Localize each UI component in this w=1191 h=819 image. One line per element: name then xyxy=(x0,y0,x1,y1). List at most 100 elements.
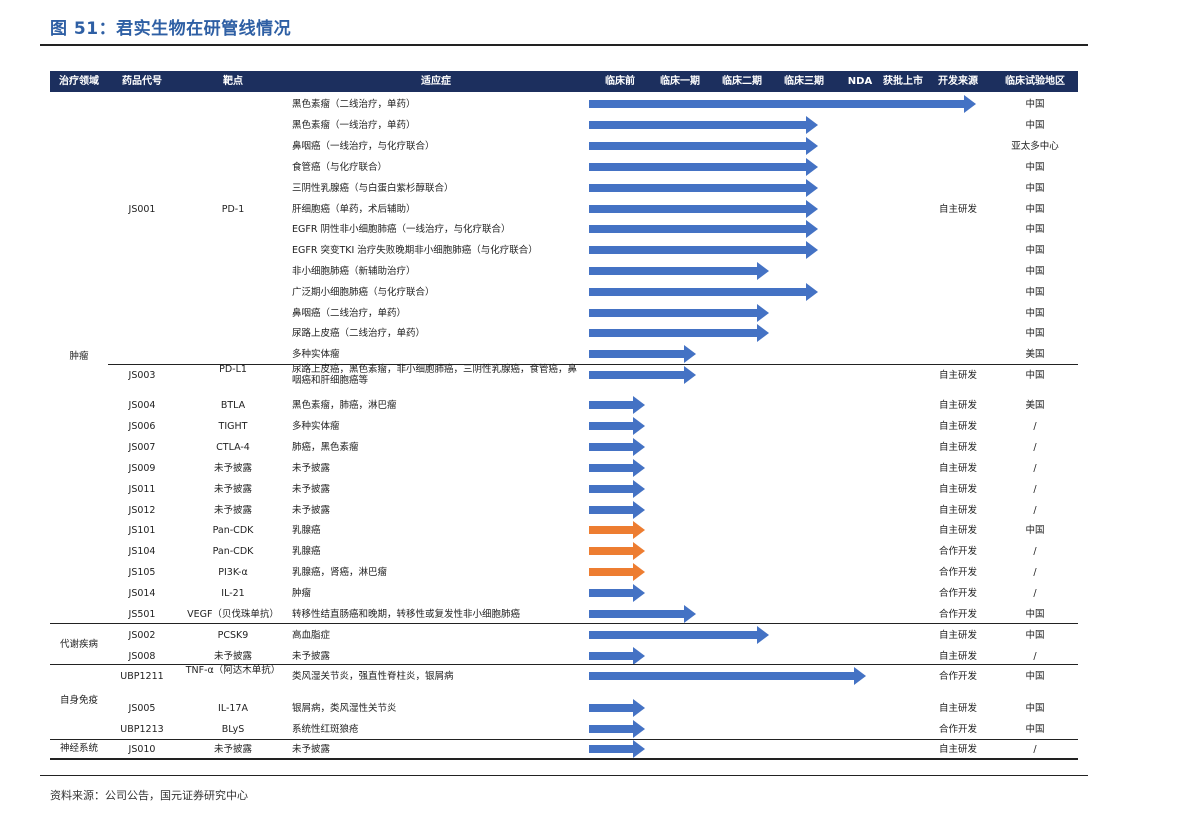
development-source: 自主研发 xyxy=(938,484,977,495)
arrow-shaft xyxy=(589,309,758,317)
trial-region: 中国 xyxy=(1025,703,1045,714)
trial-region: / xyxy=(1033,744,1037,755)
drug-code: JS010 xyxy=(128,744,156,755)
indication: 乳腺癌，肾癌，淋巴瘤 xyxy=(292,567,388,578)
stage-progress-arrow xyxy=(589,480,645,498)
arrow-shaft xyxy=(589,422,634,430)
footer-divider xyxy=(40,775,1088,776)
target-name: 未予披露 xyxy=(213,744,252,755)
stage-progress-arrow xyxy=(589,345,696,363)
indication: 未予披露 xyxy=(292,463,331,474)
trial-region: / xyxy=(1033,505,1037,516)
stage-progress-arrow xyxy=(589,262,769,280)
stage-progress-arrow xyxy=(589,667,866,685)
drug-code: JS014 xyxy=(128,588,156,599)
trial-region: / xyxy=(1033,484,1037,495)
header-preclinical: 临床前 xyxy=(605,76,635,87)
target-name: IL-21 xyxy=(221,588,245,599)
page-title: 图 51：君实生物在研管线情况 xyxy=(50,19,292,39)
arrow-shaft xyxy=(589,267,758,275)
indication: 肺癌，黑色素瘤 xyxy=(292,442,359,453)
development-source: 合作开发 xyxy=(938,567,977,578)
header-drug: 药品代号 xyxy=(122,76,162,87)
indication: 乳腺癌 xyxy=(292,546,321,557)
drug-code: JS006 xyxy=(128,421,156,432)
drug-code: JS105 xyxy=(128,567,156,578)
row-group-divider xyxy=(50,739,1078,740)
indication: EGFR 阴性非小细胞肺癌（一线治疗，与化疗联合） xyxy=(292,224,511,235)
arrow-head xyxy=(964,95,976,113)
row-group-divider xyxy=(50,758,1078,760)
row-group-divider xyxy=(50,623,1078,624)
arrow-head xyxy=(684,345,696,363)
trial-region: 中国 xyxy=(1025,224,1045,235)
arrow-head xyxy=(684,366,696,384)
arrow-head xyxy=(806,137,818,155)
arrow-head xyxy=(633,563,645,581)
drug-code: JS101 xyxy=(128,525,156,536)
stage-progress-arrow xyxy=(589,283,818,301)
stage-progress-arrow xyxy=(589,459,645,477)
header-phase1: 临床一期 xyxy=(660,76,700,87)
header-target: 靶点 xyxy=(223,76,243,87)
trial-region: / xyxy=(1033,463,1037,474)
trial-region: 美国 xyxy=(1025,349,1045,360)
drug-code: JS008 xyxy=(128,651,156,662)
trial-region: 中国 xyxy=(1025,204,1045,215)
trial-region: 中国 xyxy=(1025,162,1045,173)
header-nda: NDA xyxy=(847,76,873,87)
development-source: 自主研发 xyxy=(938,651,977,662)
indication: 类风湿关节炎，强直性脊柱炎，银屑病 xyxy=(292,671,454,682)
indication: 鼻咽癌（一线治疗，与化疗联合） xyxy=(292,141,435,152)
indication: 未予披露 xyxy=(292,651,331,662)
development-source: 合作开发 xyxy=(938,724,977,735)
header-phase2: 临床二期 xyxy=(722,76,762,87)
arrow-shaft xyxy=(589,652,634,660)
drug-code: JS104 xyxy=(128,546,156,557)
row-group-divider xyxy=(108,364,1078,365)
drug-code: JS012 xyxy=(128,505,156,516)
stage-progress-arrow xyxy=(589,200,818,218)
arrow-head xyxy=(633,501,645,519)
development-source: 自主研发 xyxy=(938,630,977,641)
drug-code: JS003 xyxy=(128,370,156,381)
trial-region: 中国 xyxy=(1025,308,1045,319)
target-name: BLyS xyxy=(221,724,245,735)
trial-region: 美国 xyxy=(1025,400,1045,411)
arrow-head xyxy=(757,262,769,280)
arrow-shaft xyxy=(589,672,855,680)
arrow-head xyxy=(633,699,645,717)
arrow-head xyxy=(633,740,645,758)
arrow-shaft xyxy=(589,443,634,451)
arrow-shaft xyxy=(589,142,807,150)
header-source: 开发来源 xyxy=(938,76,978,87)
arrow-shaft xyxy=(589,506,634,514)
target-name: PD-1 xyxy=(221,204,245,215)
indication: 肿瘤 xyxy=(292,588,312,599)
development-source: 自主研发 xyxy=(938,442,977,453)
drug-code: UBP1211 xyxy=(120,671,164,682)
development-source: 自主研发 xyxy=(938,421,977,432)
therapeutic-area: 肿瘤 xyxy=(69,351,89,362)
indication: 银屑病，类风湿性关节炎 xyxy=(292,703,397,714)
header-approved: 获批上市 xyxy=(883,76,923,87)
target-name: IL-17A xyxy=(218,703,248,714)
indication: 系统性红斑狼疮 xyxy=(292,724,359,735)
stage-progress-arrow xyxy=(589,366,696,384)
trial-region: / xyxy=(1033,546,1037,557)
stage-progress-arrow xyxy=(589,179,818,197)
arrow-head xyxy=(633,647,645,665)
arrow-head xyxy=(806,220,818,238)
trial-region: 中国 xyxy=(1025,370,1045,381)
indication: 乳腺癌 xyxy=(292,525,321,536)
indication: 黑色素瘤，肺癌，淋巴瘤 xyxy=(292,400,397,411)
arrow-shaft xyxy=(589,205,807,213)
arrow-head xyxy=(684,605,696,623)
arrow-shaft xyxy=(589,464,634,472)
trial-region: / xyxy=(1033,588,1037,599)
trial-region: 中国 xyxy=(1025,245,1045,256)
header-area: 治疗领域 xyxy=(59,76,99,87)
trial-region: 中国 xyxy=(1025,287,1045,298)
arrow-head xyxy=(633,459,645,477)
indication: 广泛期小细胞肺癌（与化疗联合） xyxy=(292,287,435,298)
